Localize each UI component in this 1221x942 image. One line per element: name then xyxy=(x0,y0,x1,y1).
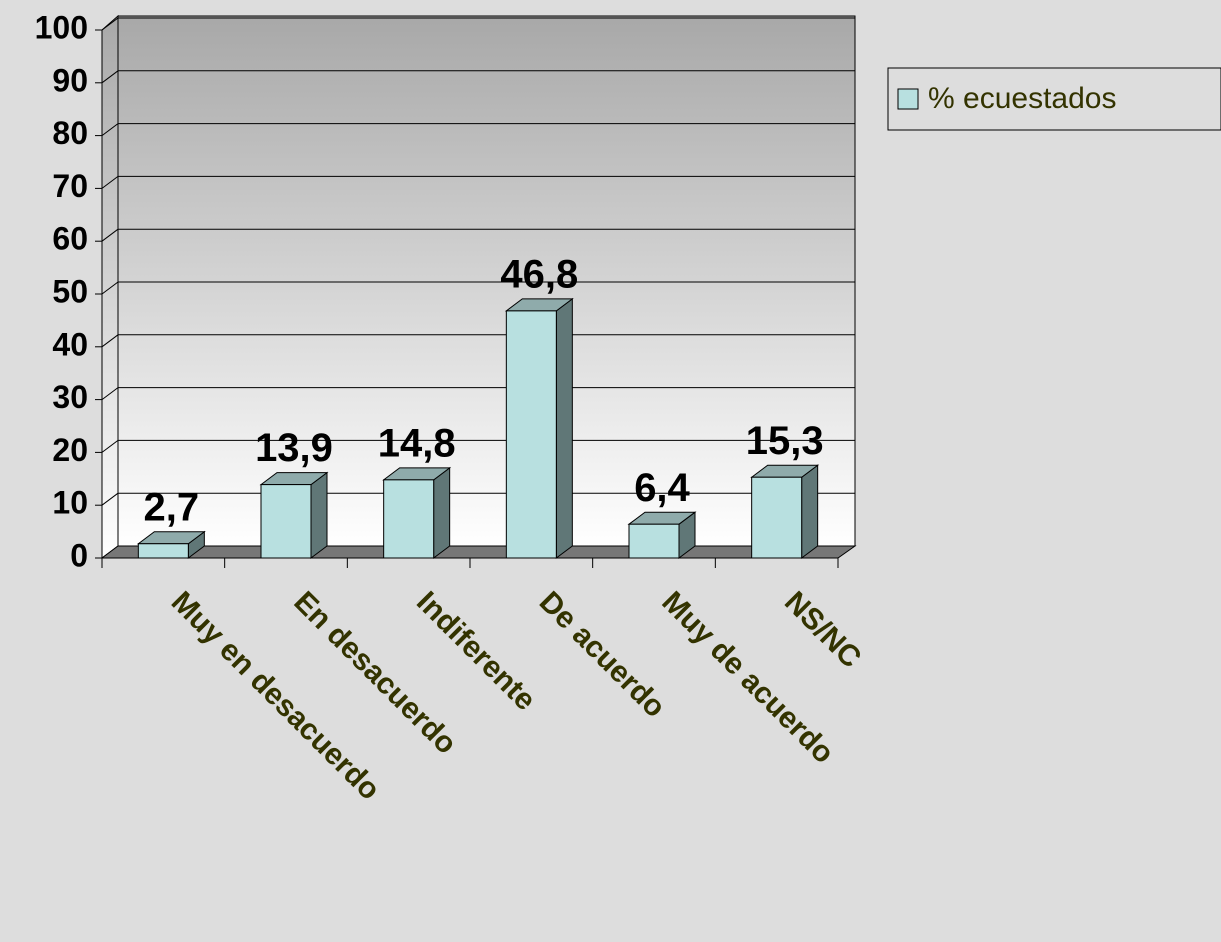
value-label: 14,8 xyxy=(378,421,456,465)
x-tick-label: NS/NC xyxy=(778,585,867,674)
side-wall xyxy=(101,14,119,559)
y-tick-label: 0 xyxy=(70,537,88,573)
bar-side xyxy=(555,297,573,559)
y-tick-label: 60 xyxy=(52,221,88,257)
legend-label: % ecuestados xyxy=(928,82,1116,115)
grid-line-side xyxy=(101,281,119,295)
y-tick-label: 100 xyxy=(35,9,88,45)
y-tick-label: 20 xyxy=(52,432,88,468)
value-label: 2,7 xyxy=(144,485,200,529)
legend-swatch xyxy=(897,88,919,110)
back-wall xyxy=(117,15,856,547)
x-tick-label: Indiferente xyxy=(410,585,542,717)
bar-side xyxy=(801,464,819,559)
y-tick-label: 70 xyxy=(52,168,88,204)
bar xyxy=(137,543,189,559)
x-tick-label: De acuerdo xyxy=(533,585,672,724)
grid-line-side xyxy=(101,70,119,84)
value-label: 15,3 xyxy=(746,419,824,463)
grid-line-side xyxy=(101,387,119,401)
grid-line-side xyxy=(101,17,119,31)
y-tick-label: 90 xyxy=(52,62,88,98)
bar xyxy=(505,310,557,559)
grid-line-side xyxy=(101,334,119,348)
grid-line-side xyxy=(101,123,119,137)
grid-line-side xyxy=(101,492,119,506)
value-label: 46,8 xyxy=(500,252,578,296)
floor xyxy=(100,545,857,559)
legend-box xyxy=(887,67,1221,131)
value-label: 13,9 xyxy=(255,426,333,470)
grid-line-side xyxy=(101,175,119,189)
y-tick-label: 50 xyxy=(52,273,88,309)
y-tick-label: 80 xyxy=(52,115,88,151)
bar xyxy=(383,479,435,559)
y-tick-label: 30 xyxy=(52,379,88,415)
y-tick-label: 10 xyxy=(52,485,88,521)
value-label: 6,4 xyxy=(634,466,690,510)
grid-line-side xyxy=(101,439,119,453)
bar xyxy=(260,484,312,559)
bar-side xyxy=(310,471,328,559)
legend: % ecuestados xyxy=(887,67,1221,131)
x-tick-label: Muy en desacuerdo xyxy=(165,585,386,806)
y-tick-label: 40 xyxy=(52,326,88,362)
bar xyxy=(751,476,803,559)
bar xyxy=(628,523,680,559)
grid-line-side xyxy=(101,228,119,242)
bar-side xyxy=(433,466,451,559)
